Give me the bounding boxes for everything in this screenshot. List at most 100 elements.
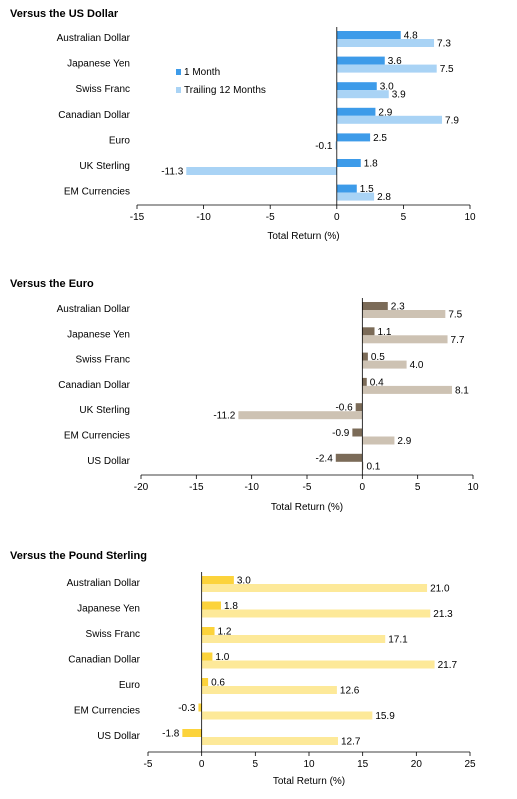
data-label: 1.1 — [378, 327, 392, 338]
data-label: 2.5 — [373, 133, 387, 144]
x-tick-label: -5 — [144, 759, 153, 770]
x-tick-label: -10 — [244, 482, 259, 493]
bar-series1 — [362, 302, 388, 310]
category-label: EM Currencies — [64, 187, 130, 198]
data-label: 3.0 — [237, 576, 251, 587]
bar-series2 — [201, 609, 431, 618]
chart-panel-3: Versus the Pound Sterling Australian Doll… — [10, 550, 476, 787]
category-label: EM Currencies — [64, 431, 130, 442]
x-tick-label: -20 — [134, 482, 149, 493]
data-label: -0.9 — [332, 428, 350, 439]
data-label: 7.9 — [445, 115, 459, 126]
data-label: 8.1 — [455, 385, 469, 396]
category-label: Swiss Franc — [76, 84, 130, 95]
category-label: Canadian Dollar — [58, 380, 130, 391]
data-label: 2.9 — [378, 107, 392, 118]
data-label: -0.6 — [335, 403, 353, 414]
data-label: 0.5 — [371, 352, 385, 363]
data-label: 17.1 — [388, 635, 408, 646]
x-tick-label: -10 — [196, 212, 211, 223]
data-label: -11.2 — [213, 411, 235, 422]
bar-series2 — [335, 141, 337, 150]
data-label: 3.9 — [392, 90, 406, 101]
data-label: 21.7 — [438, 660, 458, 671]
bar-series1 — [201, 627, 215, 635]
data-label: 3.0 — [380, 82, 394, 93]
bar-series1 — [336, 107, 376, 116]
category-label: EM Currencies — [74, 706, 140, 717]
x-tick-label: -5 — [303, 482, 312, 493]
data-label: 12.6 — [340, 686, 360, 697]
category-label: Swiss Franc — [76, 355, 130, 366]
bar-series1 — [201, 652, 213, 661]
data-label: 2.8 — [377, 192, 391, 203]
data-label: 4.0 — [410, 360, 424, 371]
data-label: 2.3 — [391, 302, 405, 313]
data-label: 3.6 — [388, 56, 402, 67]
bar-series1 — [201, 576, 234, 584]
category-label: Canadian Dollar — [58, 110, 130, 121]
data-label: 21.3 — [433, 609, 453, 620]
data-label: 1.2 — [218, 627, 232, 638]
category-label: UK Sterling — [79, 405, 130, 416]
x-axis-title: Total Return (%) — [271, 502, 343, 513]
data-label: 1.8 — [364, 159, 378, 170]
x-tick-label: 10 — [303, 759, 315, 770]
x-tick-label: 5 — [253, 759, 259, 770]
chart-title: Versus the Pound Sterling — [10, 550, 147, 562]
bar-series1 — [336, 184, 357, 193]
bar-series1 — [335, 453, 363, 462]
category-label: Euro — [119, 680, 141, 691]
bar-series2 — [201, 635, 386, 643]
bar-series1 — [336, 56, 385, 65]
data-label: 7.5 — [448, 310, 462, 321]
category-label: Japanese Yen — [77, 604, 140, 615]
data-label: 7.7 — [451, 335, 465, 346]
x-tick-label: 20 — [411, 759, 423, 770]
x-tick-label: 0 — [199, 759, 205, 770]
category-label: US Dollar — [97, 731, 140, 742]
x-tick-label: 5 — [401, 212, 407, 223]
data-label: -0.3 — [178, 703, 196, 714]
chart-panel-2: Versus the Euro Australian Dollar 2.3 7.5 Ja… — [10, 278, 479, 513]
category-label: Australian Dollar — [57, 304, 131, 315]
x-tick-label: 0 — [334, 212, 340, 223]
bar-series2 — [362, 335, 448, 344]
bar-series1 — [336, 31, 401, 39]
bar-series2 — [201, 584, 428, 592]
data-label: 0.1 — [366, 461, 380, 472]
bar-series2 — [336, 64, 437, 73]
bar-series2 — [362, 461, 364, 470]
data-label: 1.8 — [224, 601, 238, 612]
data-label: -0.1 — [315, 141, 333, 152]
data-label: 15.9 — [375, 711, 395, 722]
chart-title: Versus the Euro — [10, 278, 94, 290]
category-label: Australian Dollar — [57, 33, 131, 44]
bar-series1 — [182, 729, 202, 737]
bar-series1 — [336, 159, 361, 167]
x-tick-label: -15 — [189, 482, 204, 493]
bar-series2 — [201, 686, 337, 694]
x-axis-title: Total Return (%) — [273, 776, 345, 787]
bar-series2 — [201, 711, 373, 720]
bar-series2 — [336, 192, 375, 201]
bar-series1 — [201, 601, 221, 610]
bar-series1 — [362, 352, 368, 361]
legend-swatch — [176, 87, 181, 93]
category-label: UK Sterling — [79, 161, 130, 172]
category-label: Japanese Yen — [67, 59, 130, 70]
bar-series2 — [362, 385, 452, 394]
bar-series1 — [362, 377, 367, 386]
x-tick-label: 0 — [360, 482, 366, 493]
chart-panel-1: Versus the US Dollar Australian Dollar 4.8… — [10, 8, 476, 242]
bar-series1 — [336, 82, 377, 91]
x-tick-label: 25 — [464, 759, 476, 770]
legend-swatch — [176, 69, 181, 75]
bar-series2 — [362, 360, 407, 369]
bar-series2 — [336, 115, 443, 124]
x-axis-title: Total Return (%) — [267, 231, 339, 242]
data-label: 0.4 — [370, 377, 384, 388]
data-label: 21.0 — [430, 584, 450, 595]
bar-series2 — [362, 436, 395, 445]
bar-series2 — [201, 737, 338, 745]
